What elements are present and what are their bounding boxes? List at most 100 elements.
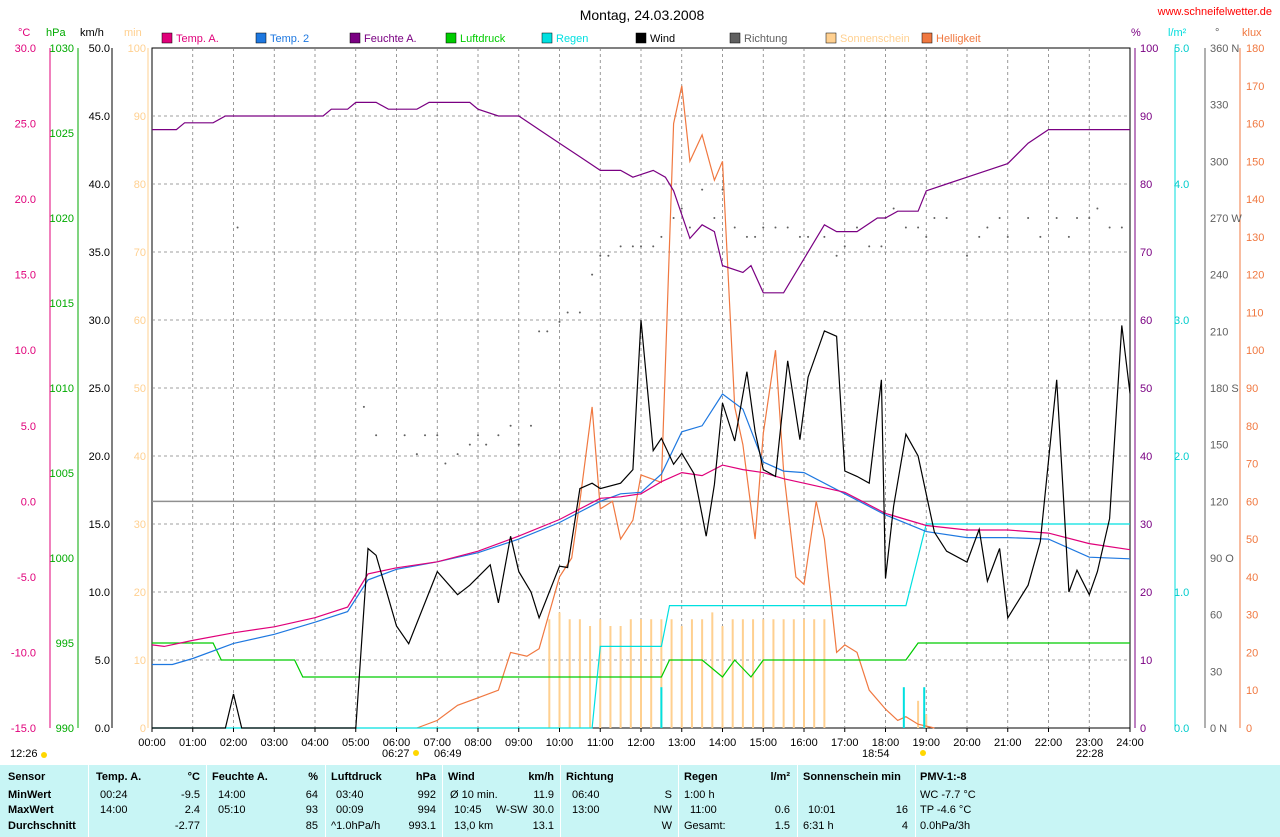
lux-tick-label: 80: [1246, 421, 1258, 433]
point-richtung: [868, 245, 871, 248]
temp-tick-label: 20.0: [15, 194, 36, 206]
lux-tick-label: 150: [1246, 156, 1264, 168]
lux-tick-label: 140: [1246, 194, 1264, 206]
legend-label-regen: Regen: [556, 33, 588, 45]
weather-chart: Montag, 24.03.2008 www.schneifelwetter.d…: [10, 6, 1272, 760]
hdr-richtung: Richtung: [566, 771, 614, 783]
x-tick-label: 11:00: [587, 737, 614, 749]
unit-pressure: hPa: [46, 27, 66, 39]
humidity-tick-label: 0: [1140, 723, 1146, 735]
series-line-luftdruck: [152, 642, 1130, 678]
min-tick-label: 0: [140, 723, 146, 735]
point-richtung: [403, 434, 406, 437]
point-richtung: [880, 245, 883, 248]
point-richtung: [591, 273, 594, 276]
point-richtung: [786, 226, 789, 229]
point-richtung: [529, 424, 532, 427]
point-richtung: [517, 443, 520, 446]
lux-tick-label: 170: [1246, 81, 1264, 93]
rain-tick-label: 4.0: [1174, 179, 1189, 191]
sun-civil-label: 06:49: [434, 748, 462, 760]
series-layer: [151, 85, 1131, 729]
min-tick-label: 50: [134, 383, 146, 395]
richtung-r2-dir: NW: [653, 804, 672, 816]
row-max: MaxWert: [8, 804, 54, 816]
sunset-icon: [920, 750, 926, 756]
row-min: MinWert: [8, 789, 52, 801]
point-richtung: [745, 235, 748, 238]
legend-label-richtung: Richtung: [744, 33, 787, 45]
point-richtung: [762, 226, 765, 229]
point-richtung: [1096, 207, 1099, 210]
point-richtung: [444, 462, 447, 465]
hdr-feuchte-unit: %: [308, 771, 318, 783]
temp-tick-label: 5.0: [21, 421, 36, 433]
point-richtung: [966, 254, 968, 257]
temp-max-val: 2.4: [184, 804, 200, 816]
legend-label-wind: Wind: [650, 33, 675, 45]
temp-min-time: 00:24: [100, 789, 128, 801]
point-richtung: [424, 434, 427, 437]
min-tick-label: 80: [134, 179, 146, 191]
hdr-regen-unit: l/m²: [770, 771, 790, 783]
wind-tick-label: 40.0: [89, 179, 110, 191]
pmv-r1: WC -7.7 °C: [920, 789, 976, 801]
legend-temp-2: Temp. 2: [255, 32, 309, 45]
point-richtung: [599, 254, 602, 257]
lux-tick-label: 160: [1246, 119, 1264, 131]
lux-tick-label: 10: [1246, 685, 1258, 697]
richtung-r1-dir: S: [664, 789, 672, 801]
wind-r3-val: 13.1: [532, 820, 554, 832]
pressure-tick-label: 1000: [50, 553, 74, 565]
point-richtung: [497, 434, 500, 437]
wind-tick-label: 15.0: [89, 519, 110, 531]
min-tick-label: 60: [134, 315, 146, 327]
temp-tick-label: 30.0: [15, 43, 36, 55]
pressure-tick-label: 1005: [50, 468, 74, 480]
rain-tick-label: 0.0: [1174, 723, 1189, 735]
point-richtung: [640, 245, 642, 248]
regen-r1-label: 1:00 h: [684, 789, 715, 801]
series-line-feuchte-a: [152, 101, 1130, 294]
point-richtung: [823, 235, 826, 238]
point-richtung: [436, 434, 439, 437]
point-richtung: [945, 217, 948, 219]
x-tick-label: 23:00: [1075, 737, 1103, 749]
hdr-sonne: Sonnenschein min: [803, 771, 901, 783]
luftdruck-avg: 993.1: [408, 820, 436, 832]
pmv-r2: TP -4.6 °C: [920, 804, 972, 816]
regen-r2-time: 11:00: [690, 804, 717, 816]
lux-tick-label: 0: [1246, 723, 1252, 735]
pressure-tick-label: 995: [56, 638, 74, 650]
luftdruck-trend: ^1.0hPa/h: [331, 820, 381, 832]
pressure-tick-label: 990: [56, 723, 74, 735]
wind-r1-label: Ø 10 min.: [450, 789, 498, 801]
point-richtung: [415, 453, 418, 456]
point-richtung: [362, 405, 365, 408]
wind-tick-label: 5.0: [95, 655, 110, 667]
temp-tick-label: 0.0: [21, 496, 36, 508]
humidity-tick-label: 60: [1140, 315, 1152, 327]
point-richtung: [456, 453, 459, 456]
x-tick-label: 07:00: [423, 737, 451, 749]
pressure-tick-label: 1025: [50, 128, 74, 140]
wind-r3-label: 13,0 km: [454, 820, 494, 832]
luftdruck-max-time: 00:09: [336, 804, 364, 816]
point-richtung: [477, 434, 479, 437]
wind-r2-val: 30.0: [532, 804, 554, 816]
wind-tick-label: 50.0: [89, 43, 110, 55]
lux-tick-label: 20: [1246, 647, 1258, 659]
point-richtung: [375, 434, 378, 437]
point-richtung: [672, 217, 675, 219]
hdr-luftdruck-unit: hPa: [415, 771, 436, 783]
sonne-r2-val: 16: [895, 804, 908, 816]
point-richtung: [1120, 226, 1123, 229]
x-tick-label: 12:00: [627, 737, 655, 749]
richtung-r2-time: 13:00: [572, 804, 600, 816]
point-richtung: [1055, 217, 1058, 219]
x-tick-label: 04:00: [301, 737, 329, 749]
wind-tick-label: 25.0: [89, 383, 110, 395]
legend-label-feuchte: Feuchte A.: [364, 33, 417, 45]
temp-max-time: 14:00: [100, 804, 128, 816]
point-richtung: [721, 188, 724, 191]
